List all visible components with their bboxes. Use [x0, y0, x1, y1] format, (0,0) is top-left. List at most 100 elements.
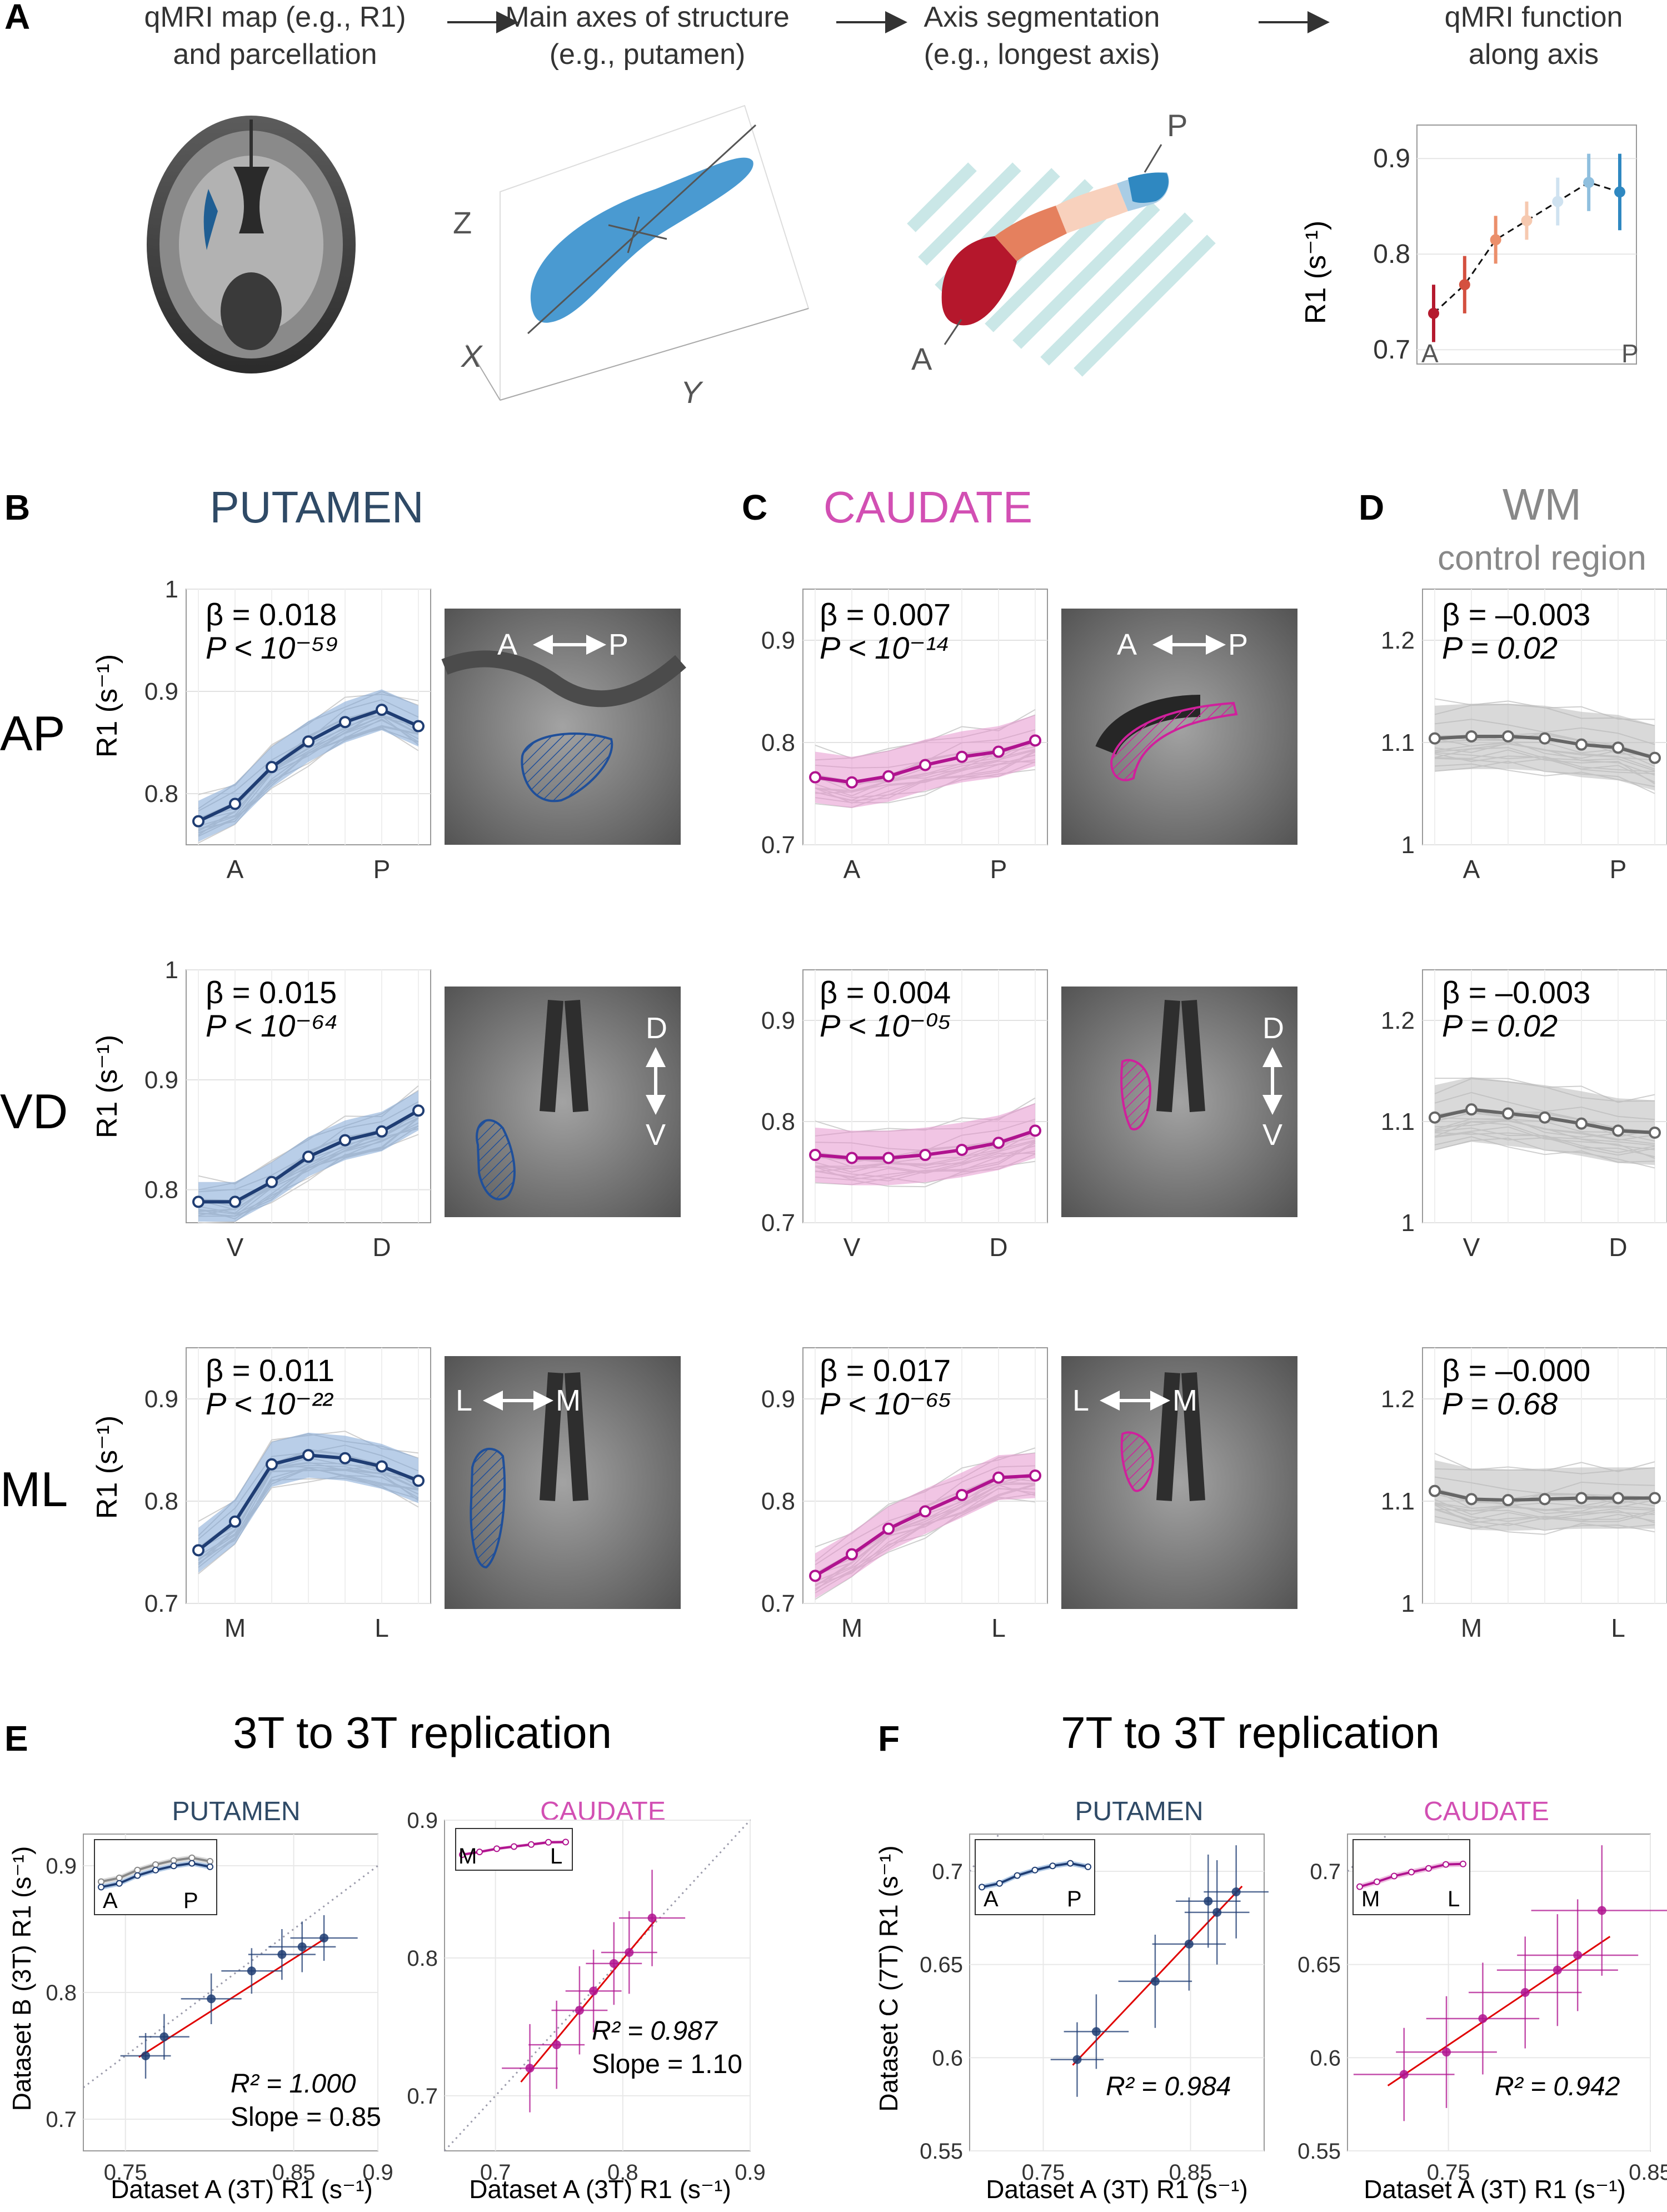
data-point: [1520, 1988, 1530, 1997]
data-point: [809, 771, 821, 784]
step3-line1: Axis segmentation: [924, 1, 1160, 33]
y-tick-label: 0.9: [144, 678, 178, 705]
slice-b-ap-left: A: [497, 628, 517, 661]
data-point: [277, 1950, 287, 1959]
y-tick-label: 1.1: [1381, 1488, 1415, 1515]
panel-label-e: E: [4, 1718, 28, 1758]
inset-point: [134, 1872, 141, 1879]
slice-caudate-ap: A P: [1061, 609, 1297, 845]
x-tick-label: L: [991, 1613, 1006, 1642]
f-putamen-r2: R² = 0.984: [1106, 2072, 1231, 2101]
inset-point: [1049, 1862, 1056, 1870]
inset-point: [188, 1854, 196, 1861]
panel-e-title: 3T to 3T replication: [233, 1708, 612, 1757]
data-point: [1442, 2047, 1451, 2057]
fit-line: [520, 1919, 657, 2083]
f-caudate-r2: R² = 0.942: [1495, 2072, 1620, 2101]
slice-caudate-ml: L M: [1061, 1356, 1297, 1609]
axis-z-label: Z: [453, 205, 472, 240]
e-putamen-xlabel: Dataset A (3T) R1 (s⁻¹): [111, 2175, 373, 2204]
data-point: [229, 1515, 241, 1528]
y-tick-label: 1.2: [1381, 627, 1415, 654]
y-tick-label: 0.9: [761, 1386, 795, 1413]
chart-putamen-ap: 0.8 0.9 1 A P: [144, 576, 431, 884]
beta-b-ml: β = 0.011: [206, 1353, 335, 1388]
slice-c-ml-right: M: [1172, 1384, 1197, 1417]
p-b-ap: P < 10⁻⁵⁹: [206, 630, 339, 665]
y-tick-label: 1: [165, 576, 178, 603]
x-tick-label: A: [844, 855, 861, 884]
data-point: [229, 798, 241, 810]
x-tick-label: 0.8: [607, 2160, 638, 2185]
chart-e-caudate: 0.7 0.8 0.9 0.7 0.8 0.9: [407, 1809, 765, 2185]
x-tick-label: L: [375, 1613, 389, 1642]
data-point: [919, 1149, 931, 1162]
step2-line2: (e.g., putamen): [550, 38, 746, 71]
inset-f-putamen: [975, 1839, 1095, 1915]
data-point: [1459, 279, 1470, 291]
data-point: [376, 1460, 388, 1473]
data-point: [1490, 234, 1501, 246]
inset-point: [1443, 1861, 1449, 1868]
data-point: [159, 2032, 169, 2041]
chart-f-caudate: 0.75 0.85 0.55 0.6 0.65 0.7: [1297, 1833, 1667, 2185]
slice-c-ap-left: A: [1117, 628, 1137, 661]
axis-x-label: X: [460, 338, 483, 373]
data-point: [1502, 730, 1514, 743]
y-tick-label: 0.8: [761, 1488, 795, 1515]
data-point: [1612, 741, 1624, 754]
data-point: [992, 745, 1005, 758]
data-point: [1429, 732, 1441, 745]
y-tick-label: 1: [1401, 1590, 1415, 1617]
e-putamen-slope: Slope = 0.85: [231, 2103, 381, 2132]
y-tick-label: 0.7: [932, 1860, 963, 1884]
data-point: [1573, 1950, 1583, 1960]
beta-c-vd: β = 0.004: [820, 975, 951, 1010]
axial-brain-image: [142, 108, 361, 375]
data-point: [1029, 1124, 1041, 1137]
y-tick-label: 0.8: [761, 1108, 795, 1135]
slice-putamen-ap: A P: [441, 609, 686, 845]
beta-d-vd: β = –0.003: [1442, 975, 1590, 1010]
f-ylabel: Dataset C (7T) R1 (s⁻¹): [874, 1845, 903, 2111]
y-tick-label: 0.55: [1297, 2139, 1341, 2164]
y-tick-label: 0.8: [144, 780, 178, 808]
inset-point: [152, 1861, 159, 1868]
inset-point: [493, 1845, 500, 1852]
p-b-vd: P < 10⁻⁶⁴: [206, 1008, 338, 1043]
p-d-ml: P = 0.68: [1442, 1386, 1558, 1421]
x-tick-label: V: [227, 1233, 244, 1262]
panel-a-header: qMRI map (e.g., R1) and parcellation Mai…: [144, 1, 1623, 71]
step4-line1: qMRI function: [1445, 1, 1623, 33]
chart-wm-ap: 1 1.1 1.2 A P: [1381, 589, 1667, 884]
x-tick-label: 0.75: [1022, 2160, 1065, 2185]
slice-c-ap-right: P: [1228, 628, 1248, 661]
data-point: [141, 2051, 151, 2060]
p-c-ap: P < 10⁻¹⁴: [820, 630, 950, 665]
x-tick-label: A: [227, 855, 244, 884]
fit-line: [1387, 1936, 1611, 2086]
plot-frame: [1416, 124, 1637, 365]
data-point: [1465, 1493, 1478, 1506]
x-tick-label: 0.75: [104, 2160, 147, 2185]
chart-caudate-ap: 0.7 0.8 0.9 A P: [761, 589, 1048, 884]
data-point: [266, 1175, 278, 1188]
slice-c-vd-bottom: V: [1262, 1118, 1282, 1152]
x-tick-label: L: [1611, 1613, 1625, 1642]
slice-putamen-vd: D V: [445, 987, 681, 1217]
data-point: [846, 1152, 858, 1164]
inset-point: [511, 1843, 517, 1850]
data-point: [412, 720, 425, 733]
inset-frame: [975, 1839, 1095, 1915]
beta-b-ap: β = 0.018: [206, 597, 337, 632]
data-point: [229, 1195, 241, 1208]
inset-frame: [1352, 1839, 1470, 1915]
data-point: [302, 1449, 315, 1462]
fit-line: [1072, 1885, 1243, 2066]
x-tick-label: 0.9: [362, 2160, 393, 2185]
y-tick-label: 0.7: [407, 2084, 438, 2109]
inset-point: [528, 1841, 535, 1848]
panel-a-ylabel: R1 (s⁻¹): [1300, 221, 1332, 324]
inset-e-putamen: [94, 1839, 217, 1915]
confidence-band: [198, 1432, 418, 1573]
